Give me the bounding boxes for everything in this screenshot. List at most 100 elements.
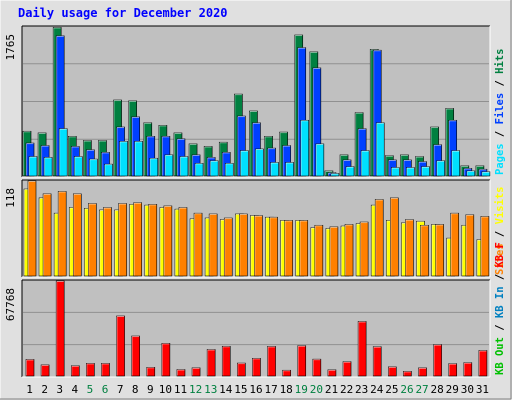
pages-bar	[270, 162, 279, 177]
sites-bar	[239, 213, 248, 277]
pages-bar	[421, 166, 430, 177]
x-tick-label: 14	[219, 383, 233, 396]
sites-bar	[314, 224, 324, 277]
kb-f-bar	[191, 367, 201, 377]
pages-bar	[300, 119, 310, 177]
kb-f-bar	[101, 363, 110, 377]
hits-panel-legend: Pages / Files / Hits	[494, 49, 506, 175]
sites-bar	[420, 224, 429, 277]
visits-panel-legend-text: Sites / Visits	[494, 186, 506, 275]
x-tick-label: 7	[117, 383, 124, 396]
sites-bar	[57, 191, 67, 277]
x-tick-label: 18	[280, 383, 293, 396]
pages-bar	[345, 166, 355, 177]
legend-entry: KB Out	[494, 337, 506, 375]
sites-bar	[390, 197, 399, 277]
kb-f-bar	[357, 321, 367, 377]
kb-f-bar	[131, 335, 140, 377]
pages-bar	[104, 163, 113, 177]
hits-panel-legend-text: Pages / Files / Hits	[494, 49, 506, 175]
kb-f-bar	[206, 349, 216, 377]
x-tick-label: 3	[56, 383, 63, 396]
x-tick-label: 19	[295, 383, 308, 396]
x-tick-label: 6	[102, 383, 109, 396]
legend-entry: KB F	[494, 242, 506, 267]
kb-panel-legend-text: KB Out / KB In / KB F	[494, 242, 506, 375]
sites-bar	[269, 216, 278, 277]
pages-bar	[119, 141, 128, 177]
kb-f-bar	[267, 346, 276, 377]
sites-bar	[42, 193, 52, 277]
kb-f-bar	[40, 364, 50, 377]
legend-entry: KB In	[494, 286, 506, 318]
x-tick-label: 17	[264, 383, 277, 396]
x-tick-label: 2	[41, 383, 48, 396]
x-tick-label: 24	[370, 383, 384, 396]
kb-f-bar	[478, 350, 488, 377]
pages-bar	[149, 157, 159, 177]
pages-bar	[194, 163, 204, 177]
x-tick-label: 27	[415, 383, 428, 396]
x-tick-label: 15	[234, 383, 247, 396]
kb-f-bar	[327, 369, 337, 377]
kb-f-bar	[372, 346, 382, 377]
sites-bar	[118, 203, 127, 277]
x-tick-label: 5	[87, 383, 94, 396]
pages-bar	[360, 150, 370, 177]
legend-separator: /	[494, 224, 506, 243]
legend-entry: Sites	[494, 243, 506, 275]
kb-f-bar	[433, 344, 442, 377]
kb-f-bar	[252, 358, 261, 377]
kb-f-bar	[86, 363, 95, 377]
x-tick-label: 31	[476, 383, 489, 396]
pages-bar	[391, 167, 400, 177]
pages-bar	[240, 150, 249, 177]
kb-f-bar	[312, 358, 322, 377]
sites-bar	[344, 224, 354, 277]
pages-bar	[179, 156, 189, 177]
sites-bar	[359, 221, 369, 277]
sites-bar	[133, 202, 142, 277]
pages-bar	[224, 163, 234, 177]
legend-separator: /	[494, 268, 506, 287]
pages-bar	[28, 156, 38, 177]
visits-panel-ymax-label: 118	[4, 188, 17, 208]
x-tick-label: 16	[249, 383, 262, 396]
x-tick-label: 4	[72, 383, 79, 396]
kb-f-bar	[403, 371, 412, 377]
kb-f-bar	[70, 365, 80, 377]
legend-entry: Files	[494, 93, 506, 125]
sites-bar	[465, 214, 475, 277]
x-tick-label: 23	[355, 383, 368, 396]
x-tick-label: 8	[132, 383, 139, 396]
kb-f-bar	[146, 367, 156, 377]
sites-bar	[148, 204, 158, 277]
pages-bar	[315, 143, 325, 177]
x-tick-label: 11	[174, 383, 187, 396]
x-tick-label: 20	[310, 383, 323, 396]
x-tick-label: 25	[385, 383, 398, 396]
pages-bar	[375, 122, 385, 177]
pages-bar	[73, 156, 83, 177]
kb-f-bar	[297, 345, 307, 377]
sites-bar	[480, 216, 490, 277]
pages-bar	[451, 150, 461, 177]
pages-bar	[285, 162, 294, 177]
x-tick-label: 21	[325, 383, 338, 396]
kb-f-bar	[116, 315, 125, 377]
pages-bar	[255, 148, 264, 177]
legend-entry: Pages	[494, 143, 506, 175]
x-tick-label: 29	[446, 383, 459, 396]
sites-bar	[299, 220, 309, 277]
x-tick-label: 10	[159, 383, 172, 396]
x-tick-label: 9	[147, 383, 154, 396]
pages-bar	[89, 158, 98, 177]
kb-f-bar	[448, 363, 458, 377]
sites-bar	[88, 203, 97, 277]
legend-entry: Visits	[494, 186, 506, 224]
kb-f-bar	[418, 367, 427, 377]
page-title: Daily usage for December 2020	[18, 6, 228, 20]
kb-f-bar	[282, 369, 291, 377]
legend-separator: /	[494, 318, 506, 337]
pages-bar	[330, 173, 340, 177]
